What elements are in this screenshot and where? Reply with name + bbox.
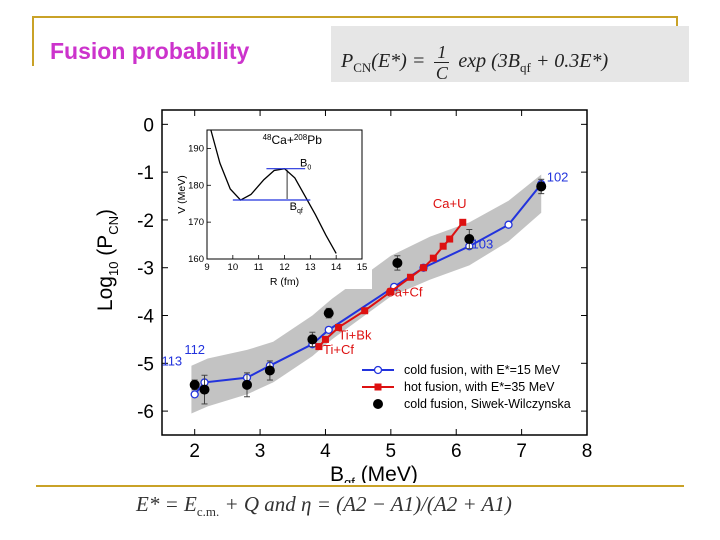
bottom-formula-tail: + Q and η = (A2 − A1)/(A2 + A1) bbox=[219, 492, 512, 516]
data-point-filled-circle bbox=[189, 379, 200, 390]
inset-b0-label: B0 bbox=[300, 158, 311, 172]
data-point-filled-circle bbox=[199, 384, 210, 395]
inset-y-tick-label: 190 bbox=[188, 143, 204, 154]
slide-frame-left bbox=[32, 16, 34, 66]
slide-frame-bottom bbox=[36, 485, 684, 487]
data-point-square bbox=[374, 383, 382, 391]
inset-title: 48Ca+208Pb bbox=[263, 133, 323, 147]
inset-x-tick-label: 11 bbox=[254, 262, 264, 273]
annotation-label: Ti+Cf bbox=[323, 342, 354, 357]
inset-x-tick-label: 13 bbox=[305, 262, 316, 273]
data-point-square bbox=[321, 335, 329, 343]
inset-background bbox=[175, 118, 372, 289]
formula-numerator: 1 bbox=[434, 42, 450, 63]
data-point-square bbox=[420, 264, 428, 272]
inset-y-axis-label: V (MeV) bbox=[176, 175, 188, 214]
annotation-label: 103 bbox=[472, 237, 494, 252]
data-point-square bbox=[361, 307, 369, 315]
formula-rhs-sub: qf bbox=[519, 60, 531, 76]
data-point-filled-circle bbox=[307, 334, 318, 345]
data-point-filled-circle bbox=[536, 181, 547, 192]
top-formula: PCN(E*) = 1 C exp (3Bqf + 0.3E*) bbox=[331, 26, 689, 83]
data-point-filled-circle bbox=[392, 257, 403, 268]
inset-x-tick-label: 9 bbox=[204, 262, 209, 273]
data-point-open-circle bbox=[373, 365, 383, 375]
annotation-label: 112 bbox=[184, 342, 205, 357]
formula-lhs: P bbox=[341, 50, 354, 73]
data-point-square bbox=[439, 242, 447, 250]
bottom-formula: E* = Ec.m. + Q and η = (A2 − A1)/(A2 + A… bbox=[136, 492, 512, 520]
annotation-label: Ca+U bbox=[433, 196, 467, 211]
data-point-filled-circle bbox=[373, 399, 383, 409]
data-point-filled-circle bbox=[242, 379, 252, 390]
inset-x-tick-label: 15 bbox=[357, 262, 368, 273]
x-tick-label: 4 bbox=[320, 441, 331, 462]
formula-rhs: exp (3B bbox=[458, 50, 520, 73]
annotation-label: Ti+Bk bbox=[338, 327, 372, 342]
x-tick-label: 8 bbox=[582, 441, 593, 462]
annotation-label: 113 bbox=[161, 354, 182, 369]
bottom-formula-sub: c.m. bbox=[196, 504, 220, 520]
data-point-square bbox=[387, 288, 395, 296]
legend-entry: cold fusion, Siwek-Wilczynska bbox=[404, 397, 571, 411]
data-point-square bbox=[315, 343, 323, 351]
x-tick-label: 3 bbox=[255, 441, 266, 462]
y-tick-label: -6 bbox=[137, 402, 154, 423]
chart-container: 2 3 4 5 6 7 8 0 -1 -2 -3 -4 -5 -6 Bqf (MeV) Log10 (PCN)… bbox=[92, 105, 622, 490]
data-point-open-circle bbox=[504, 220, 513, 229]
y-tick-label: -1 bbox=[137, 163, 154, 184]
legend-entry: cold fusion, with E*=15 MeV bbox=[404, 363, 561, 377]
plot-frame bbox=[161, 109, 588, 436]
annotation-label: Ca+Cf bbox=[385, 284, 423, 299]
formula-rhs-tail: + 0.3E*) bbox=[530, 50, 609, 73]
inset-x-axis-label: R (fm) bbox=[270, 276, 299, 288]
x-axis-label: Bqf (MeV) bbox=[330, 463, 418, 483]
inset-y-tick-label: 180 bbox=[188, 180, 204, 191]
y-tick-label: -2 bbox=[137, 211, 154, 232]
slide-title: Fusion probability bbox=[50, 38, 250, 64]
x-tick-label: 7 bbox=[516, 441, 527, 462]
slide-frame-right bbox=[676, 16, 678, 30]
y-tick-label: -4 bbox=[137, 307, 154, 328]
inset-x-tick-label: 10 bbox=[228, 262, 239, 273]
data-point-square bbox=[446, 235, 454, 243]
x-tick-label: 5 bbox=[386, 441, 397, 462]
fusion-probability-chart: 2 3 4 5 6 7 8 0 -1 -2 -3 -4 -5 -6 Bqf (MeV) Log10 (PCN)… bbox=[92, 105, 622, 490]
legend-entry: hot fusion, with E*=35 MeV bbox=[404, 380, 555, 394]
data-point-square bbox=[429, 254, 437, 262]
data-point-square bbox=[459, 218, 467, 226]
bottom-formula-text: E* = E bbox=[136, 492, 197, 516]
inset-y-tick-label: 160 bbox=[188, 254, 204, 265]
y-tick-label: 0 bbox=[143, 115, 154, 136]
data-point-open-circle bbox=[324, 325, 333, 335]
data-point-filled-circle bbox=[323, 308, 334, 319]
y-tick-label: -3 bbox=[137, 259, 154, 280]
y-axis-label: Log10 (PCN) bbox=[94, 209, 121, 311]
formula-fraction: 1 C bbox=[434, 42, 450, 83]
data-point-filled-circle bbox=[264, 365, 275, 376]
inset-y-tick-label: 170 bbox=[188, 217, 204, 228]
inset-potential-curve bbox=[210, 129, 337, 254]
slide-frame-top bbox=[32, 16, 678, 18]
inset-x-tick-label: 14 bbox=[331, 262, 342, 273]
data-point-open-circle bbox=[190, 390, 199, 399]
formula-denominator: C bbox=[435, 63, 448, 83]
data-point-square bbox=[406, 273, 414, 281]
inset-x-tick-label: 12 bbox=[279, 262, 290, 273]
data-point-square bbox=[335, 323, 343, 331]
y-tick-label: -5 bbox=[137, 354, 154, 375]
formula-lhs-sub: CN bbox=[353, 60, 372, 76]
annotation-label: 102 bbox=[547, 170, 569, 185]
formula-lhs-args: (E*) = bbox=[371, 50, 426, 73]
inset-bqf-label: Bqf bbox=[290, 201, 303, 215]
x-tick-label: 6 bbox=[451, 441, 462, 462]
x-tick-label: 2 bbox=[189, 441, 200, 462]
data-point-filled-circle bbox=[464, 234, 475, 245]
